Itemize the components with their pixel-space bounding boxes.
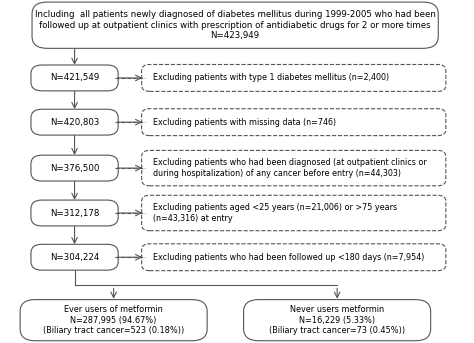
FancyBboxPatch shape [32, 2, 438, 48]
FancyBboxPatch shape [142, 151, 446, 186]
Text: N=304,224: N=304,224 [50, 253, 99, 262]
FancyBboxPatch shape [31, 109, 118, 135]
Text: Excluding patients with missing data (n=746): Excluding patients with missing data (n=… [153, 118, 336, 127]
FancyBboxPatch shape [31, 200, 118, 226]
FancyBboxPatch shape [142, 244, 446, 271]
FancyBboxPatch shape [142, 109, 446, 135]
Text: N=421,549: N=421,549 [50, 73, 99, 82]
Text: Excluding patients who had been followed up <180 days (n=7,954): Excluding patients who had been followed… [153, 253, 424, 262]
Text: Excluding patients aged <25 years (n=21,006) or >75 years
(n=43,316) at entry: Excluding patients aged <25 years (n=21,… [153, 203, 397, 223]
FancyBboxPatch shape [31, 244, 118, 270]
Text: N=376,500: N=376,500 [50, 164, 99, 173]
FancyBboxPatch shape [142, 64, 446, 91]
Text: Never users metformin
N=16,229 (5.33%)
(Biliary tract cancer=73 (0.45%)): Never users metformin N=16,229 (5.33%) (… [269, 305, 405, 335]
FancyBboxPatch shape [244, 299, 431, 341]
FancyBboxPatch shape [20, 299, 207, 341]
FancyBboxPatch shape [142, 195, 446, 231]
Text: Excluding patients with type 1 diabetes mellitus (n=2,400): Excluding patients with type 1 diabetes … [153, 73, 389, 82]
FancyBboxPatch shape [31, 65, 118, 91]
Text: Excluding patients who had been diagnosed (at outpatient clinics or
during hospi: Excluding patients who had been diagnose… [153, 158, 427, 178]
Text: N=312,178: N=312,178 [50, 209, 99, 217]
Text: Ever users of metformin
N=287,995 (94.67%)
(Biliary tract cancer=523 (0.18%)): Ever users of metformin N=287,995 (94.67… [43, 305, 184, 335]
Text: Including  all patients newly diagnosed of diabetes mellitus during 1999-2005 wh: Including all patients newly diagnosed o… [35, 10, 436, 40]
Text: N=420,803: N=420,803 [50, 118, 99, 127]
FancyBboxPatch shape [31, 155, 118, 181]
